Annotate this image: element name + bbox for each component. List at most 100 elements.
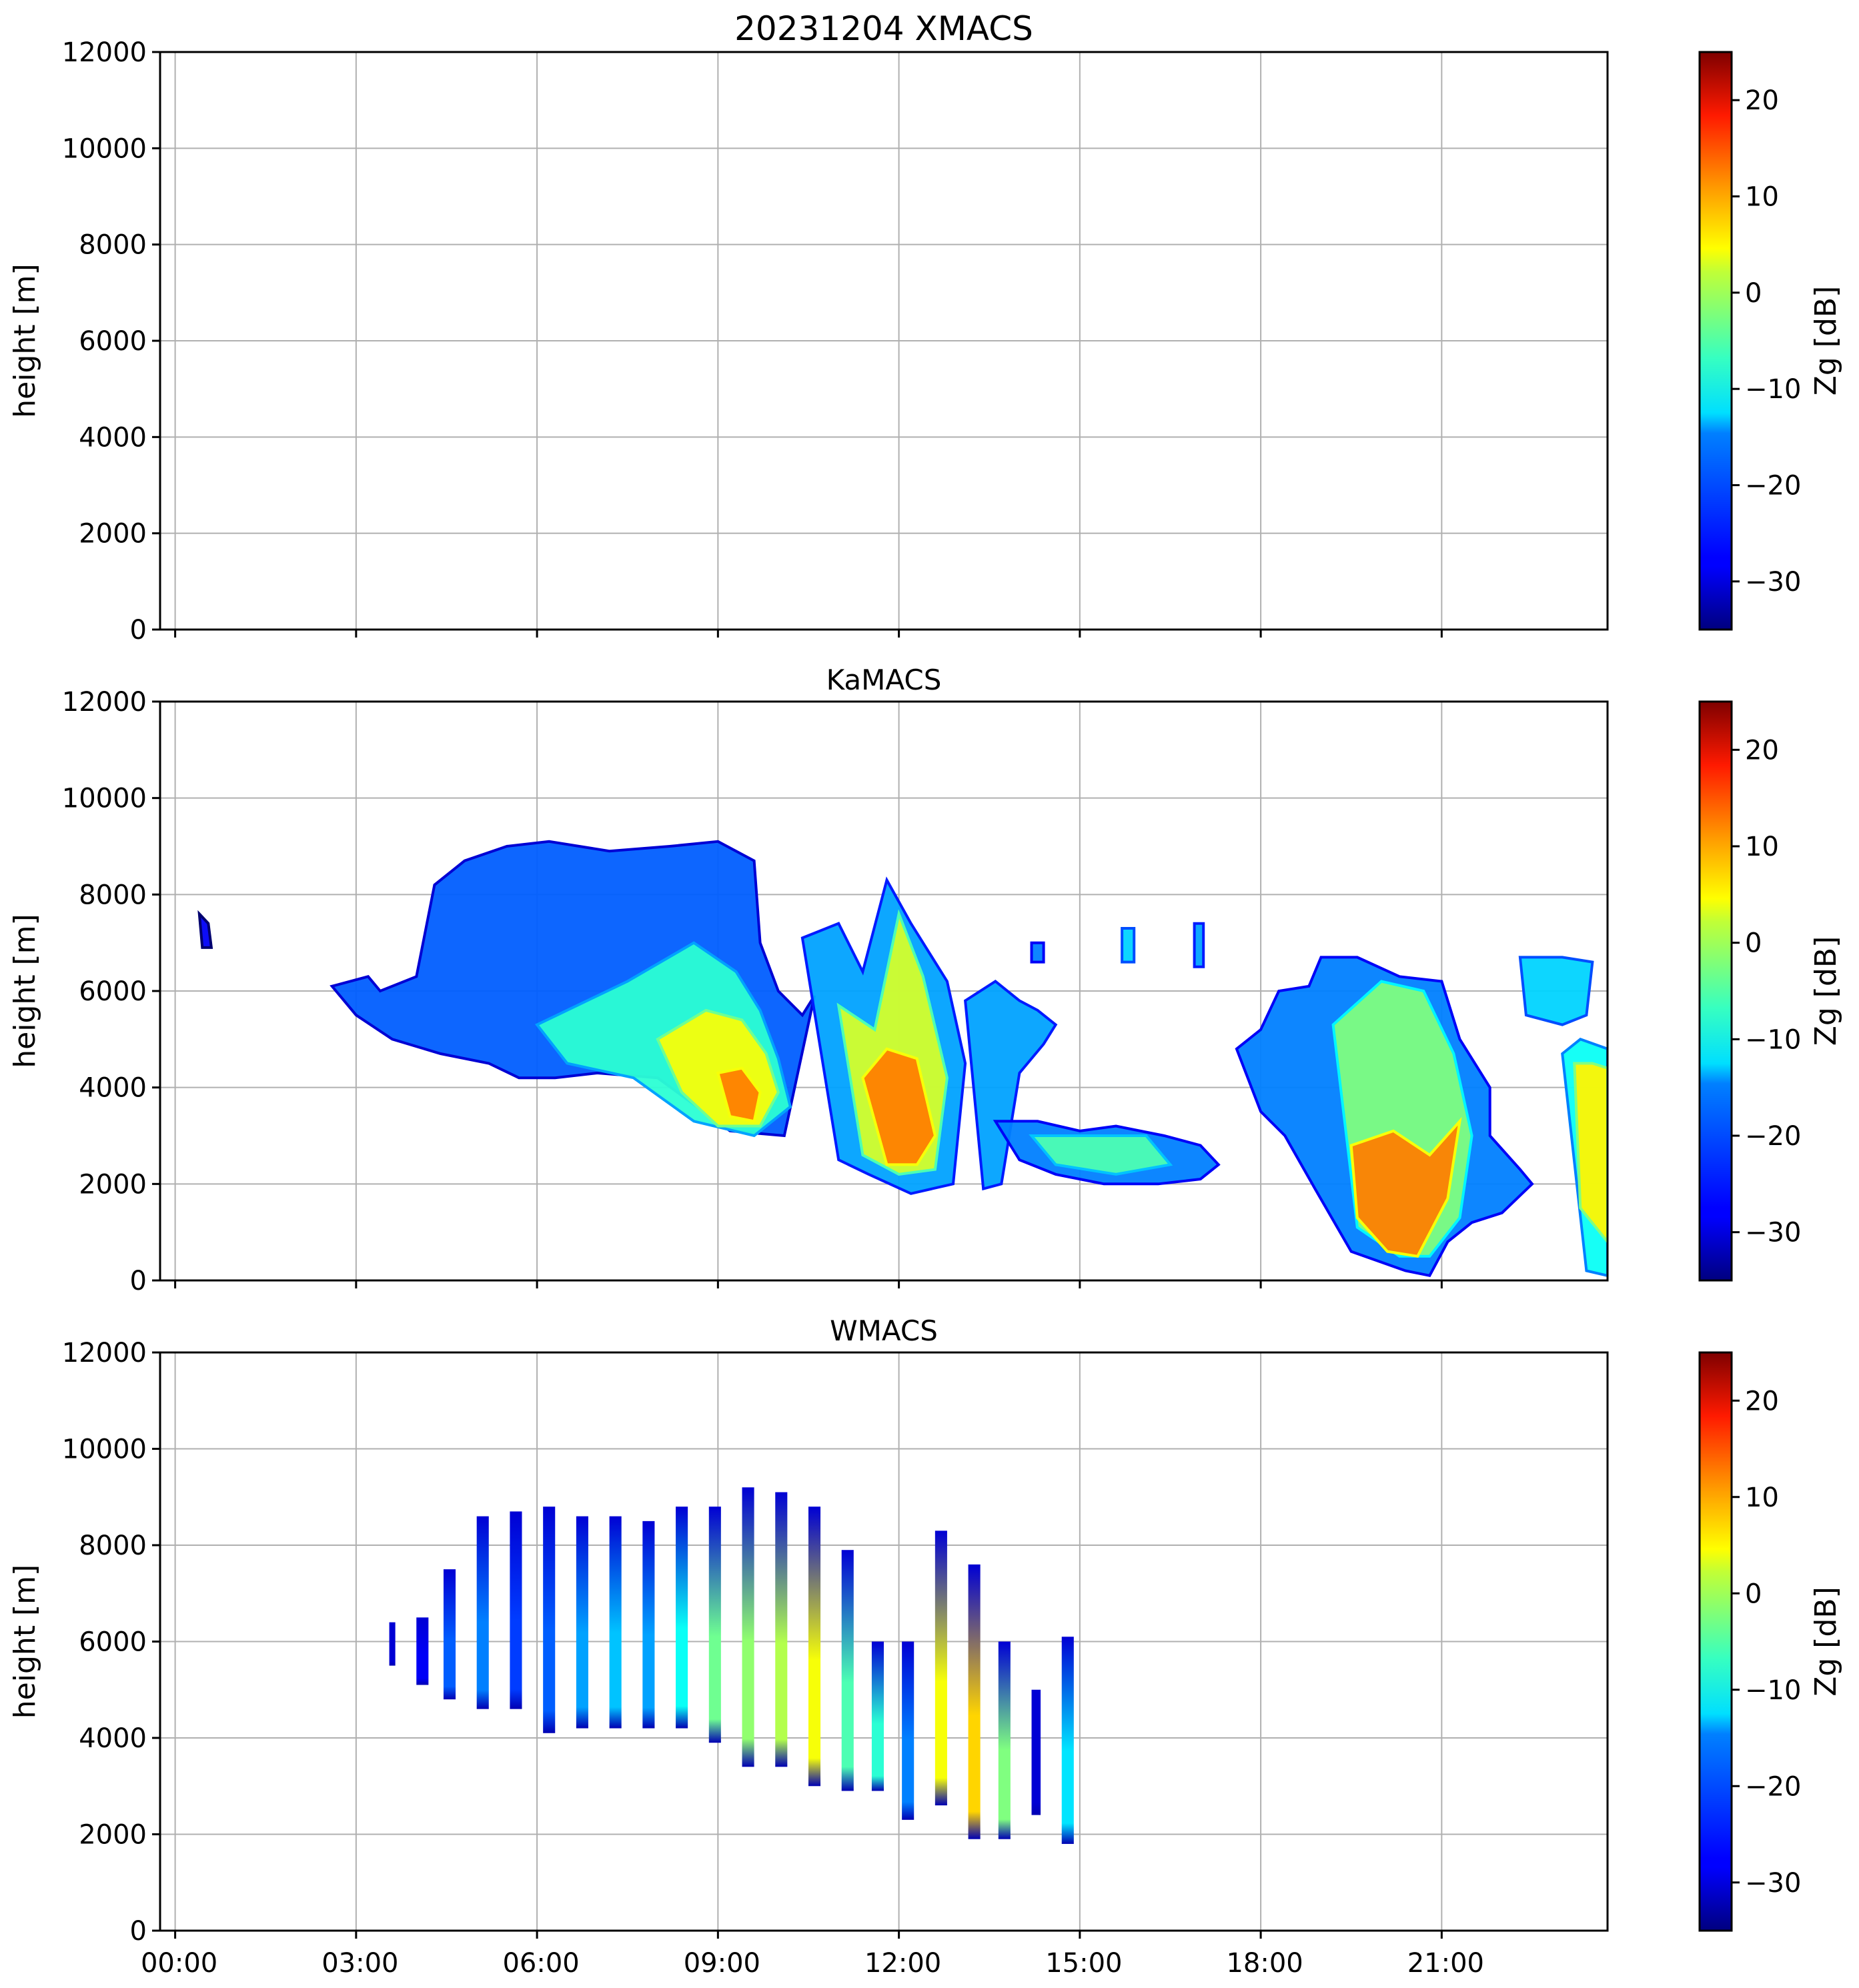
- echo-strip: [998, 1641, 1011, 1839]
- x-tick-label: 09:00: [684, 1948, 760, 1979]
- echo-region-cell-13h: [963, 980, 1058, 1191]
- echo-strip: [642, 1521, 655, 1729]
- echo-region-cell-11h-hot: [861, 1047, 937, 1166]
- reflectivity-data: [389, 1487, 1074, 1844]
- colorbar: −30 −20 −10 0 10 20 Zg [dB]: [1698, 1351, 1843, 1932]
- x-tick-label: 18:00: [1226, 1948, 1303, 1979]
- echo-strip: [742, 1487, 754, 1767]
- panel-title: WMACS: [830, 1314, 938, 1347]
- y-axis-label: height [m]: [8, 1565, 42, 1719]
- panel-title: 20231204 XMACS: [734, 9, 1033, 48]
- y-tick-label: 0: [130, 1266, 147, 1296]
- colorbar-label: Zg [dB]: [1809, 286, 1843, 396]
- echo-strip: [476, 1516, 489, 1709]
- colorbar-tick-label: −10: [1745, 1024, 1801, 1055]
- echo-strip: [808, 1507, 821, 1787]
- y-tick-label: 4000: [79, 422, 147, 453]
- panel-wmacs: 0 2000 4000 6000 8000 10000 12000 00:00 03:00 06:…: [8, 1314, 1843, 1979]
- echo-strip: [543, 1507, 556, 1733]
- y-tick-label: 4000: [79, 1723, 147, 1754]
- echo-region-blob-17h: [1193, 922, 1205, 968]
- colorbar-tick-label: 20: [1745, 735, 1779, 766]
- colorbar: −30 −20 −10 0 10 20 Zg [dB]: [1698, 700, 1843, 1282]
- x-tick-label: 03:00: [322, 1948, 398, 1979]
- echo-region-blob-7h: [197, 910, 213, 949]
- panel-kamacs: 0 2000 4000 6000 8000 10000 12000 KaMACS height …: [8, 664, 1843, 1296]
- y-tick-label: 12000: [62, 1338, 147, 1368]
- colorbar-tick-label: 20: [1745, 1386, 1779, 1416]
- x-tick-label: 21:00: [1407, 1948, 1484, 1979]
- y-tick-label: 8000: [79, 230, 147, 261]
- echo-region-main-orange: [716, 1066, 762, 1123]
- colorbar-gradient: [1698, 51, 1733, 631]
- echo-strip: [576, 1516, 588, 1729]
- echo-strip: [1031, 1689, 1041, 1815]
- panel-title: KaMACS: [826, 664, 942, 696]
- echo-strip: [871, 1641, 884, 1791]
- colorbar-tick-label: −20: [1745, 471, 1801, 502]
- echo-region-layer-14h-core: [1029, 1134, 1173, 1176]
- colorbar-tick-label: 10: [1745, 832, 1779, 862]
- colorbar-tick-label: 0: [1745, 1579, 1762, 1609]
- colorbar-tick-label: −30: [1745, 1218, 1801, 1248]
- echo-region-cloud-22h-upper: [1518, 956, 1594, 1026]
- echo-strip: [841, 1550, 854, 1791]
- colorbar-tick-label: 0: [1745, 278, 1762, 309]
- echo-strip: [1061, 1637, 1074, 1844]
- echo-region-blobs-15h: [1030, 941, 1045, 964]
- colorbar-tick-label: −30: [1745, 1868, 1801, 1899]
- echo-region-cloud-19h-hot: [1349, 1116, 1462, 1258]
- echo-strip: [609, 1516, 622, 1729]
- echo-strip: [443, 1569, 456, 1700]
- colorbar-tick-label: 0: [1745, 928, 1762, 959]
- colorbar-tick-label: −10: [1745, 1675, 1801, 1706]
- echo-strip: [902, 1641, 914, 1820]
- y-tick-label: 10000: [62, 784, 147, 814]
- x-tick-label: 15:00: [1045, 1948, 1122, 1979]
- colorbar-tick-label: −30: [1745, 567, 1801, 598]
- colorbar-gradient: [1698, 700, 1733, 1282]
- colorbar-tick-label: −20: [1745, 1771, 1801, 1802]
- y-tick-label: 8000: [79, 1531, 147, 1561]
- colorbar-tick-label: −20: [1745, 1121, 1801, 1152]
- y-tick-label: 6000: [79, 326, 147, 357]
- colorbar-tick-label: 10: [1745, 1482, 1779, 1513]
- colorbar-tick-label: 20: [1745, 85, 1779, 116]
- reflectivity-data: [197, 840, 1608, 1278]
- y-tick-label: 10000: [62, 133, 147, 164]
- y-tick-label: 12000: [62, 687, 147, 718]
- echo-strip: [510, 1511, 522, 1709]
- colorbar-tick-label: 10: [1745, 182, 1779, 213]
- colorbar: −30 −20 −10 0 10 20 Zg [dB]: [1698, 51, 1843, 631]
- echo-strip: [416, 1617, 429, 1685]
- echo-strip: [676, 1507, 688, 1729]
- x-tick-label: 00:00: [141, 1948, 217, 1979]
- y-axis-label: height [m]: [8, 263, 42, 417]
- colorbar-tick-label: −10: [1745, 374, 1801, 405]
- y-tick-label: 10000: [62, 1434, 147, 1465]
- y-axis-label: height [m]: [8, 914, 42, 1068]
- colorbar-gradient: [1698, 1351, 1733, 1932]
- y-tick-label: 4000: [79, 1073, 147, 1104]
- y-tick-label: 2000: [79, 1820, 147, 1851]
- y-tick-label: 6000: [79, 976, 147, 1007]
- x-tick-label: 06:00: [502, 1948, 579, 1979]
- echo-region-blob-16h: [1121, 927, 1136, 964]
- y-tick-label: 6000: [79, 1627, 147, 1658]
- y-tick-label: 2000: [79, 1169, 147, 1200]
- y-tick-label: 8000: [79, 880, 147, 910]
- y-tick-label: 12000: [62, 37, 147, 68]
- echo-strip: [389, 1622, 396, 1666]
- echo-strip: [935, 1531, 947, 1806]
- echo-strip: [708, 1507, 721, 1743]
- colorbar-label: Zg [dB]: [1809, 936, 1843, 1046]
- echo-strip: [775, 1492, 788, 1767]
- panel-20231204-xmacs: 0 2000 4000 6000 8000 10000 12000 20231204 XMAC…: [8, 9, 1843, 646]
- colorbar-label: Zg [dB]: [1809, 1587, 1843, 1697]
- y-tick-label: 0: [130, 1916, 147, 1947]
- y-tick-label: 2000: [79, 519, 147, 550]
- x-tick-label: 12:00: [864, 1948, 941, 1979]
- echo-strip: [968, 1564, 981, 1839]
- echo-region-cloud-23h-core: [1573, 1062, 1608, 1244]
